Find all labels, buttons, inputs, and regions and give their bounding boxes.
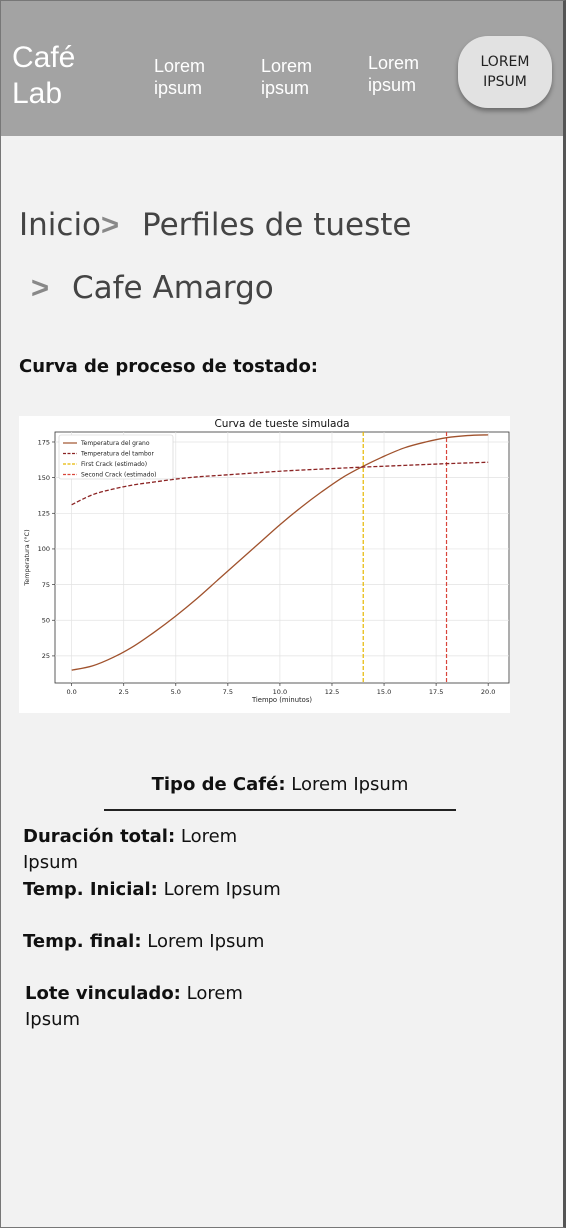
duration-row: Duración total: Lorem Ipsum <box>23 824 243 876</box>
series-line <box>71 434 489 671</box>
temp-initial-value: Lorem Ipsum <box>157 879 281 900</box>
chart-title: Curva de tueste simulada <box>214 418 349 430</box>
y-axis-label: Temperatura (°C) <box>23 529 31 586</box>
breadcrumb-current-page: Cafe Amargo <box>72 270 274 306</box>
temp-final-value: Lorem Ipsum <box>141 931 265 952</box>
legend-label: Second Crack (estimado) <box>81 472 157 479</box>
temp-initial-label: Temp. Inicial: <box>23 879 158 900</box>
temp-final-label: Temp. final: <box>23 931 142 952</box>
nav-link-3[interactable]: Lorem ipsum <box>368 53 420 95</box>
coffee-type-value: Lorem Ipsum <box>285 774 409 795</box>
breadcrumb-home-link[interactable]: Inicio <box>19 207 102 243</box>
x-tick-label: 10.0 <box>273 688 287 696</box>
y-tick-label: 125 <box>38 510 50 518</box>
section-title: Curva de proceso de tostado: <box>19 356 319 377</box>
x-tick-label: 12.5 <box>325 688 339 696</box>
x-tick-label: 7.5 <box>223 688 233 696</box>
batch-label: Lote vinculado: <box>25 983 181 1004</box>
batch-row: Lote vinculado: Lorem Ipsum <box>25 981 245 1033</box>
roast-curve-chart: 0.0 2.5 5.0 7.5 10.0 12.5 15.0 17.5 20.0 25 50 75 10… <box>19 416 510 713</box>
x-tick-label: 17.5 <box>429 688 443 696</box>
duration-value: Lorem Ipsum <box>23 826 238 873</box>
y-tick-label: 175 <box>38 438 50 446</box>
legend-box <box>58 434 174 480</box>
brand-logo[interactable]: Café Lab <box>12 41 76 110</box>
top-nav-bar: Café Lab Lorem ipsum Lorem ipsum Lorem i… <box>0 0 566 136</box>
legend-label: First Crack (estimado) <box>81 461 147 468</box>
nav-link-2[interactable]: Lorem ipsum <box>261 56 313 98</box>
breadcrumb-separator-icon: > <box>101 207 120 242</box>
series-line <box>71 461 489 506</box>
coffee-type-row: Tipo de Café: Lorem Ipsum <box>104 774 456 795</box>
x-tick-label: 2.5 <box>119 688 129 696</box>
breadcrumb-separator-icon: > <box>31 270 50 305</box>
coffee-type-label: Tipo de Café: <box>151 774 286 795</box>
x-axis-label: Tiempo (minutos) <box>251 696 312 704</box>
batch-value: Lorem Ipsum <box>25 983 243 1030</box>
nav-cta-button[interactable]: LOREM IPSUM <box>458 36 552 108</box>
y-tick-label: 50 <box>42 617 50 625</box>
chart-svg: 0.0 2.5 5.0 7.5 10.0 12.5 15.0 17.5 20.0 25 50 75 10… <box>23 418 510 704</box>
legend-label: Temperatura del tambor <box>80 451 154 458</box>
x-tick-label: 20.0 <box>481 688 495 696</box>
x-tick-label: 5.0 <box>171 688 181 696</box>
y-tick-label: 150 <box>38 474 50 482</box>
divider <box>104 809 456 811</box>
y-tick-label: 100 <box>38 545 50 553</box>
x-tick-label: 15.0 <box>377 688 391 696</box>
y-tick-label: 25 <box>42 652 50 660</box>
y-tick-label: 75 <box>42 581 50 589</box>
temp-initial-row: Temp. Inicial: Lorem Ipsum <box>23 877 323 903</box>
nav-link-1[interactable]: Lorem ipsum <box>154 56 206 98</box>
duration-label: Duración total: <box>23 826 176 847</box>
legend-label: Temperatura del grano <box>80 440 150 447</box>
breadcrumb-profiles-link[interactable]: Perfiles de tueste <box>142 207 412 243</box>
x-tick-label: 0.0 <box>66 688 76 696</box>
temp-final-row: Temp. final: Lorem Ipsum <box>23 929 323 955</box>
